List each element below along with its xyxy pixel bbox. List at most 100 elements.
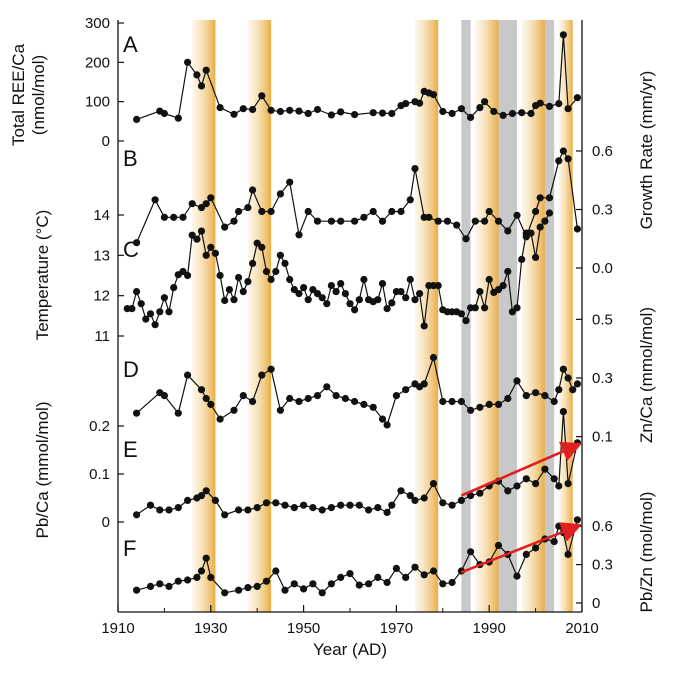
panel-B-point-38 bbox=[481, 217, 489, 225]
panel-F-point-14 bbox=[262, 577, 271, 585]
panel-B-point-29 bbox=[406, 196, 414, 204]
gray-band-3 bbox=[544, 20, 555, 612]
panel-C-point-59 bbox=[397, 288, 405, 296]
panel-F-point-45 bbox=[550, 538, 558, 546]
panel-C-point-88 bbox=[532, 253, 540, 261]
panel-D-point-8 bbox=[216, 415, 224, 423]
panel-C-point-13 bbox=[184, 271, 192, 280]
panel-F-point-3 bbox=[165, 582, 173, 591]
panel-C-point-39 bbox=[304, 296, 312, 304]
panel-A-point-35 bbox=[467, 113, 475, 121]
panel-B-point-25 bbox=[369, 207, 377, 216]
panel-D-point-7 bbox=[207, 400, 215, 408]
panel-B-point-10 bbox=[230, 217, 238, 225]
panel-D-point-44 bbox=[541, 392, 549, 400]
panel-F-point-23 bbox=[346, 570, 354, 578]
panel-B-point-46 bbox=[545, 194, 554, 202]
panel-A-point-20 bbox=[337, 108, 345, 116]
panel-D-point-41 bbox=[513, 377, 521, 385]
panel-E-point-8 bbox=[202, 487, 210, 495]
panel-A-point-39 bbox=[499, 111, 507, 119]
panel-E-point-38 bbox=[476, 489, 484, 497]
panel-D-point-6 bbox=[202, 394, 210, 403]
panel-D-tick-label-0.1: 0.1 bbox=[592, 429, 613, 446]
panel-C-point-56 bbox=[383, 305, 391, 313]
panel-D-point-40 bbox=[504, 394, 512, 403]
panel-A-point-18 bbox=[313, 105, 322, 114]
panel-E-point-35 bbox=[448, 501, 456, 509]
panel-C-point-38 bbox=[300, 284, 308, 292]
panel-D-point-36 bbox=[467, 406, 475, 414]
panel-B-point-24 bbox=[360, 213, 368, 221]
panel-A-point-28 bbox=[416, 99, 424, 107]
panel-C-point-75 bbox=[471, 304, 479, 312]
x-tick-label-1950: 1950 bbox=[287, 620, 320, 637]
panel-C-point-78 bbox=[485, 275, 493, 284]
panel-A-point-16 bbox=[295, 107, 303, 115]
panel-D-point-5 bbox=[197, 386, 206, 394]
panel-C-point-31 bbox=[267, 275, 275, 284]
panel-D-point-48 bbox=[564, 374, 572, 382]
panel-E-point-11 bbox=[235, 506, 243, 514]
panel-C-point-82 bbox=[504, 267, 512, 276]
panel-A-point-4 bbox=[184, 58, 192, 66]
panel-E-point-5 bbox=[184, 496, 192, 504]
panel-D-point-9 bbox=[230, 406, 238, 414]
panel-A-tick-label-300: 300 bbox=[85, 15, 110, 32]
panel-C-point-25 bbox=[239, 288, 247, 296]
panel-E-point-32 bbox=[420, 494, 428, 502]
panel-D-point-31 bbox=[420, 380, 428, 388]
panel-C-point-48 bbox=[346, 300, 354, 308]
panel-B-point-28 bbox=[397, 207, 405, 216]
panel-C-point-55 bbox=[378, 280, 387, 288]
panel-A-point-21 bbox=[351, 111, 359, 119]
panel-label-B: B bbox=[123, 146, 138, 171]
panel-B-point-27 bbox=[388, 207, 396, 216]
trend-arrow-E bbox=[460, 441, 583, 497]
panel-B-point-1 bbox=[151, 196, 159, 204]
panel-D-point-20 bbox=[332, 392, 340, 400]
panel-A-point-17 bbox=[304, 109, 312, 118]
panel-A-point-13 bbox=[267, 106, 275, 114]
panel-A-point-0 bbox=[133, 115, 141, 123]
panel-F-point-32 bbox=[429, 567, 438, 575]
panel-A-point-10 bbox=[239, 105, 247, 113]
panel-B-point-33 bbox=[434, 217, 442, 225]
panel-C-point-41 bbox=[313, 290, 322, 298]
panel-E-point-26 bbox=[374, 504, 382, 512]
panel-C-point-30 bbox=[262, 267, 271, 276]
panel-B-point-45 bbox=[536, 194, 544, 202]
panel-E-point-25 bbox=[365, 506, 373, 514]
panel-E-point-41 bbox=[504, 487, 512, 495]
panel-C-point-21 bbox=[221, 296, 229, 305]
panel-E-point-0 bbox=[133, 511, 141, 519]
panel-F-point-49 bbox=[573, 516, 582, 524]
panel-A-point-42 bbox=[527, 109, 535, 118]
panel-D-point-45 bbox=[550, 397, 558, 406]
panel-C-point-64 bbox=[420, 322, 428, 330]
panel-E-point-27 bbox=[383, 508, 391, 516]
orange-band-4 bbox=[475, 20, 499, 612]
panel-A-point-34 bbox=[457, 105, 465, 113]
panel-A-point-48 bbox=[564, 105, 572, 113]
panel-B-point-16 bbox=[276, 190, 284, 198]
panel-C-point-61 bbox=[406, 275, 414, 284]
panel-A-tick-label-200: 200 bbox=[85, 54, 110, 71]
data-series bbox=[123, 31, 583, 597]
panel-B-point-17 bbox=[286, 178, 294, 186]
panel-C-point-20 bbox=[216, 271, 224, 280]
panel-C-point-24 bbox=[235, 273, 243, 282]
panel-B-point-8 bbox=[207, 194, 215, 202]
panel-F-tick-label-0: 0 bbox=[592, 595, 600, 612]
panel-label-C: C bbox=[123, 237, 139, 262]
panel-B-point-23 bbox=[351, 217, 359, 225]
panel-B-point-44 bbox=[532, 207, 540, 216]
panel-B-tick-label-0: 0.0 bbox=[592, 260, 613, 277]
panel-C-point-87 bbox=[527, 229, 535, 237]
panel-C-point-33 bbox=[276, 251, 284, 259]
panel-D-point-16 bbox=[295, 397, 303, 406]
panel-D-point-33 bbox=[439, 397, 447, 406]
panel-D-point-43 bbox=[532, 389, 540, 397]
panel-F-point-2 bbox=[156, 580, 164, 588]
panel-A-point-45 bbox=[545, 102, 554, 110]
